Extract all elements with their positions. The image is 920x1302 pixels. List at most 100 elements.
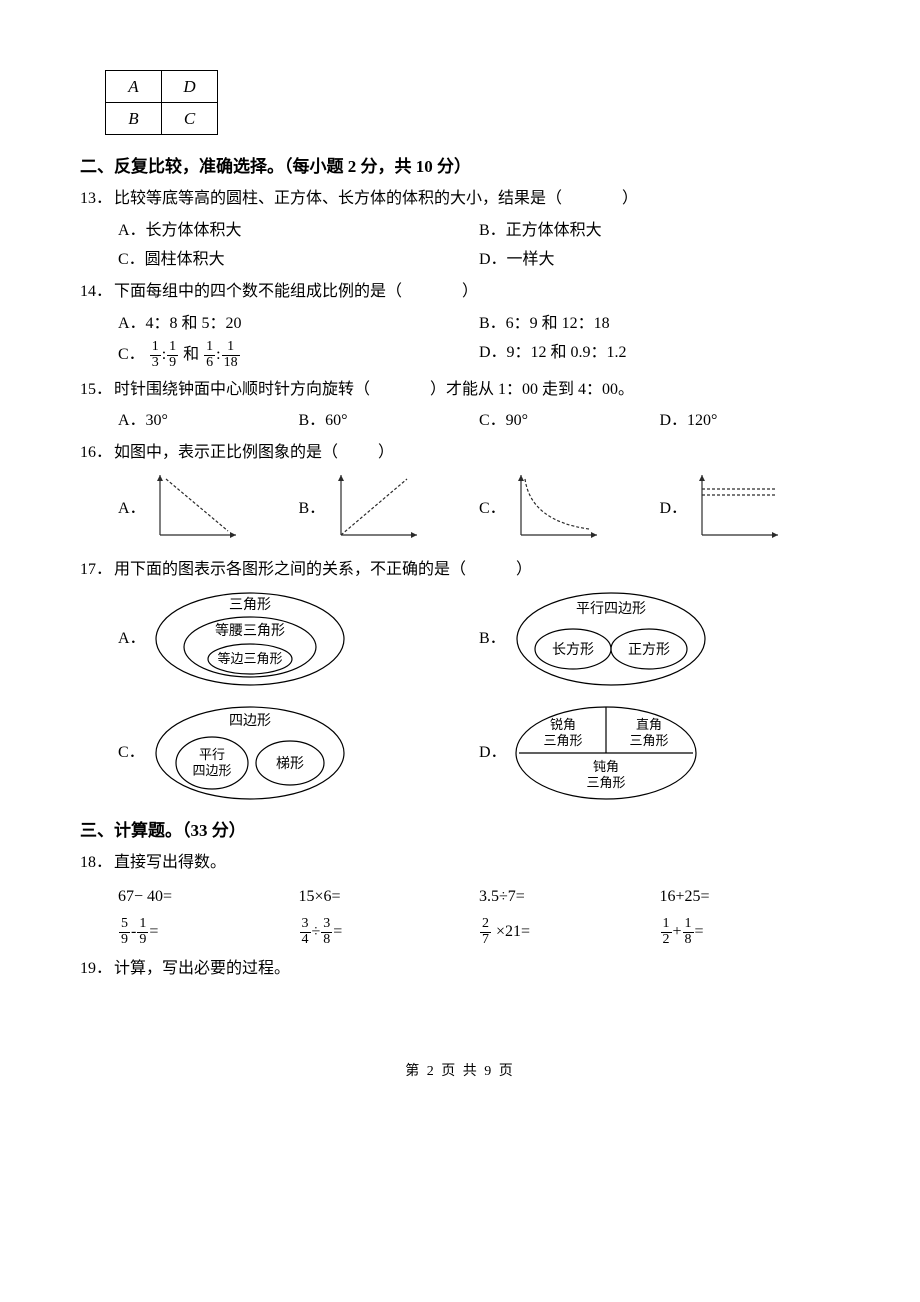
q13-text-pre: 比较等底等高的圆柱、正方体、长方体的体积的大小，结果是（	[114, 190, 562, 207]
cell-c: C	[162, 103, 218, 135]
q13: 13． 比较等底等高的圆柱、正方体、长方体的体积的大小，结果是（ ）	[80, 186, 840, 212]
q14-frac3: 16	[204, 340, 215, 370]
q17-num: 17．	[80, 557, 114, 583]
q13-num: 13．	[80, 186, 114, 212]
q13-text-post: ）	[622, 190, 638, 207]
q15-text-pre: 时针围绕钟面中心顺时针方向旋转（	[114, 381, 370, 398]
q17-d-tr-top: 直角	[636, 717, 662, 732]
section2-heading: 二、反复比较，准确选择。（每小题 2 分，共 10 分）	[80, 153, 840, 180]
q13-opt-b: B．正方体体积大	[479, 218, 840, 244]
q13-text: 比较等底等高的圆柱、正方体、长方体的体积的大小，结果是（ ）	[114, 186, 840, 212]
q16-graph-b	[331, 471, 421, 545]
q15-text-post: ）才能从 1：00 走到 4：00。	[430, 381, 634, 398]
q19-num: 19．	[80, 956, 114, 982]
q17-text: 用下面的图表示各图形之间的关系，不正确的是（ ）	[114, 557, 840, 583]
q18-num: 18．	[80, 850, 114, 876]
q17-options: A． 三角形 等腰三角形 等边三角形 B． 平行四边形 长方形 正方形 C． 四…	[118, 589, 840, 803]
q17-opt-a-label: A．	[118, 626, 146, 652]
q17-venn-d: 锐角 三角形 直角 三角形 钝角 三角形	[511, 703, 701, 803]
q17-a-outer-text: 三角形	[229, 597, 271, 613]
q18-r2-c: 27 ×21=	[479, 917, 660, 947]
q16-opt-a-wrap: A．	[118, 471, 299, 545]
q19-text: 计算，写出必要的过程。	[114, 956, 840, 982]
q17-venn-a: 三角形 等腰三角形 等边三角形	[150, 589, 350, 689]
q17-opt-b-label: B．	[479, 626, 507, 652]
q16-opt-d-label: D．	[660, 496, 688, 522]
cell-b: B	[106, 103, 162, 135]
q16-graph-a	[150, 471, 240, 545]
q17-opt-c-label: C．	[118, 740, 146, 766]
q17-d-tr-bot: 三角形	[629, 733, 668, 748]
q15: 15． 时针围绕钟面中心顺时针方向旋转（ ）才能从 1：00 走到 4：00。	[80, 377, 840, 403]
q17-a-inner-text: 等边三角形	[217, 651, 282, 666]
q16-opt-d-wrap: D．	[660, 471, 841, 545]
q13-opt-c: C．圆柱体积大	[118, 247, 479, 273]
q17-c-left-bot: 四边形	[192, 763, 231, 778]
q17: 17． 用下面的图表示各图形之间的关系，不正确的是（ ）	[80, 557, 840, 583]
q14-opt-c: C． 13:19 和 16:118	[118, 340, 479, 370]
q17-opt-b-wrap: B． 平行四边形 长方形 正方形	[479, 589, 840, 689]
q18-r1-b: 15×6=	[299, 884, 480, 910]
q15-opt-c: C．90°	[479, 408, 660, 434]
q16: 16． 如图中，表示正比例图象的是（ ）	[80, 440, 840, 466]
q18-row1: 67− 40= 15×6= 3.5÷7= 16+25=	[118, 884, 840, 910]
q15-num: 15．	[80, 377, 114, 403]
q14-text-pre: 下面每组中的四个数不能组成比例的是（	[114, 283, 402, 300]
q16-text: 如图中，表示正比例图象的是（ ）	[114, 440, 840, 466]
q15-opt-d: D．120°	[660, 408, 841, 434]
q17-opt-c-wrap: C． 四边形 平行 四边形 梯形	[118, 703, 479, 803]
q18-text: 直接写出得数。	[114, 850, 840, 876]
q14-text-post: ）	[462, 283, 478, 300]
q17-opt-d-wrap: D． 锐角 三角形 直角 三角形 钝角 三角形	[479, 703, 840, 803]
q16-opt-b-wrap: B．	[299, 471, 480, 545]
q14-text: 下面每组中的四个数不能组成比例的是（ ）	[114, 279, 840, 305]
q14-opt-b: B．6：9 和 12：18	[479, 311, 840, 337]
q14-frac2: 19	[167, 340, 178, 370]
q18: 18． 直接写出得数。	[80, 850, 840, 876]
q18-r1-c: 3.5÷7=	[479, 884, 660, 910]
q16-num: 16．	[80, 440, 114, 466]
q14-options: A．4：8 和 5：20 B．6：9 和 12：18 C． 13:19 和 16…	[118, 311, 840, 371]
q13-opt-a: A．长方体体积大	[118, 218, 479, 244]
q17-text-post: ）	[516, 561, 532, 578]
q13-options: A．长方体体积大 B．正方体体积大 C．圆柱体积大 D．一样大	[118, 218, 840, 273]
q17-c-right-text: 梯形	[276, 756, 304, 772]
q17-venn-b: 平行四边形 长方形 正方形	[511, 589, 711, 689]
q14: 14． 下面每组中的四个数不能组成比例的是（ ）	[80, 279, 840, 305]
q17-d-tl-bot: 三角形	[543, 733, 582, 748]
cell-a: A	[106, 71, 162, 103]
q14-opt-a: A．4：8 和 5：20	[118, 311, 479, 337]
q14-c-mid: 和	[183, 346, 199, 363]
q16-text-post: ）	[378, 444, 394, 461]
q17-opt-a-wrap: A． 三角形 等腰三角形 等边三角形	[118, 589, 479, 689]
q18-r2-a: 59-19=	[118, 917, 299, 947]
q17-text-pre: 用下面的图表示各图形之间的关系，不正确的是（	[114, 561, 466, 578]
q16-graph-c	[511, 471, 601, 545]
q14-frac4: 118	[222, 340, 240, 370]
q17-b-outer-text: 平行四边形	[576, 601, 646, 617]
q18-row2: 59-19= 34÷38= 27 ×21= 12+18=	[118, 917, 840, 947]
q17-d-b-bot: 三角形	[586, 775, 625, 790]
q17-c-outer-text: 四边形	[229, 713, 271, 729]
q16-options: A． B． C． D．	[118, 471, 840, 545]
section3-heading: 三、计算题。（33 分）	[80, 817, 840, 844]
cell-d: D	[162, 71, 218, 103]
q15-options: A．30° B．60° C．90° D．120°	[118, 408, 840, 434]
q14-frac1: 13	[150, 340, 161, 370]
page-footer: 第 2 页 共 9 页	[80, 1061, 840, 1083]
q17-b-left-text: 长方形	[552, 642, 594, 658]
q17-venn-c: 四边形 平行 四边形 梯形	[150, 703, 350, 803]
q17-d-tl-top: 锐角	[550, 717, 576, 732]
q18-r1-d: 16+25=	[660, 884, 841, 910]
q13-opt-d: D．一样大	[479, 247, 840, 273]
q15-opt-a: A．30°	[118, 408, 299, 434]
q18-r2-b: 34÷38=	[299, 917, 480, 947]
q14-opt-d: D．9：12 和 0.9：1.2	[479, 340, 840, 370]
q18-r2-d: 12+18=	[660, 917, 841, 947]
q17-opt-d-label: D．	[479, 740, 507, 766]
q16-opt-c-label: C．	[479, 496, 507, 522]
q14-num: 14．	[80, 279, 114, 305]
q19: 19． 计算，写出必要的过程。	[80, 956, 840, 982]
q16-text-pre: 如图中，表示正比例图象的是（	[114, 444, 338, 461]
q16-opt-b-label: B．	[299, 496, 327, 522]
